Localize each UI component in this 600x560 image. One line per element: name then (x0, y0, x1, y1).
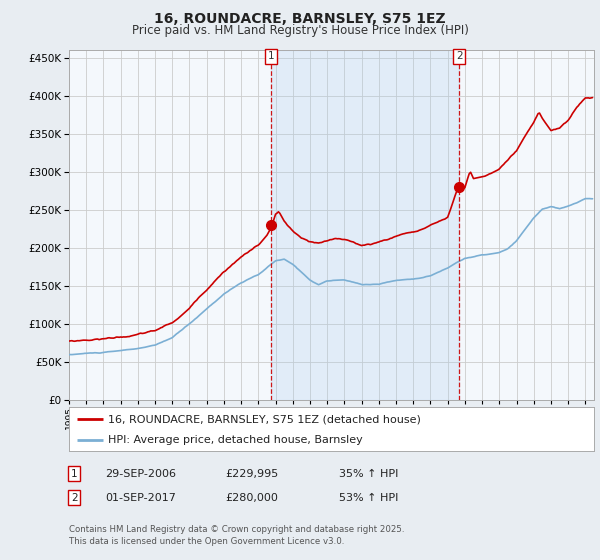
Text: 35% ↑ HPI: 35% ↑ HPI (339, 469, 398, 479)
Bar (271, 50, 459, 400)
Text: 16, ROUNDACRE, BARNSLEY, S75 1EZ: 16, ROUNDACRE, BARNSLEY, S75 1EZ (154, 12, 446, 26)
Text: 16, ROUNDACRE, BARNSLEY, S75 1EZ (detached house): 16, ROUNDACRE, BARNSLEY, S75 1EZ (detach… (109, 414, 421, 424)
Text: £280,000: £280,000 (225, 493, 278, 503)
Text: Price paid vs. HM Land Registry's House Price Index (HPI): Price paid vs. HM Land Registry's House … (131, 24, 469, 36)
Text: 1: 1 (71, 469, 77, 479)
Text: 1: 1 (268, 52, 275, 62)
Text: 2: 2 (456, 52, 463, 62)
Text: 01-SEP-2017: 01-SEP-2017 (105, 493, 176, 503)
Text: 29-SEP-2006: 29-SEP-2006 (105, 469, 176, 479)
Text: £229,995: £229,995 (225, 469, 278, 479)
Text: 2: 2 (71, 493, 77, 503)
Text: HPI: Average price, detached house, Barnsley: HPI: Average price, detached house, Barn… (109, 435, 363, 445)
Text: 53% ↑ HPI: 53% ↑ HPI (339, 493, 398, 503)
Text: Contains HM Land Registry data © Crown copyright and database right 2025.
This d: Contains HM Land Registry data © Crown c… (69, 525, 404, 546)
